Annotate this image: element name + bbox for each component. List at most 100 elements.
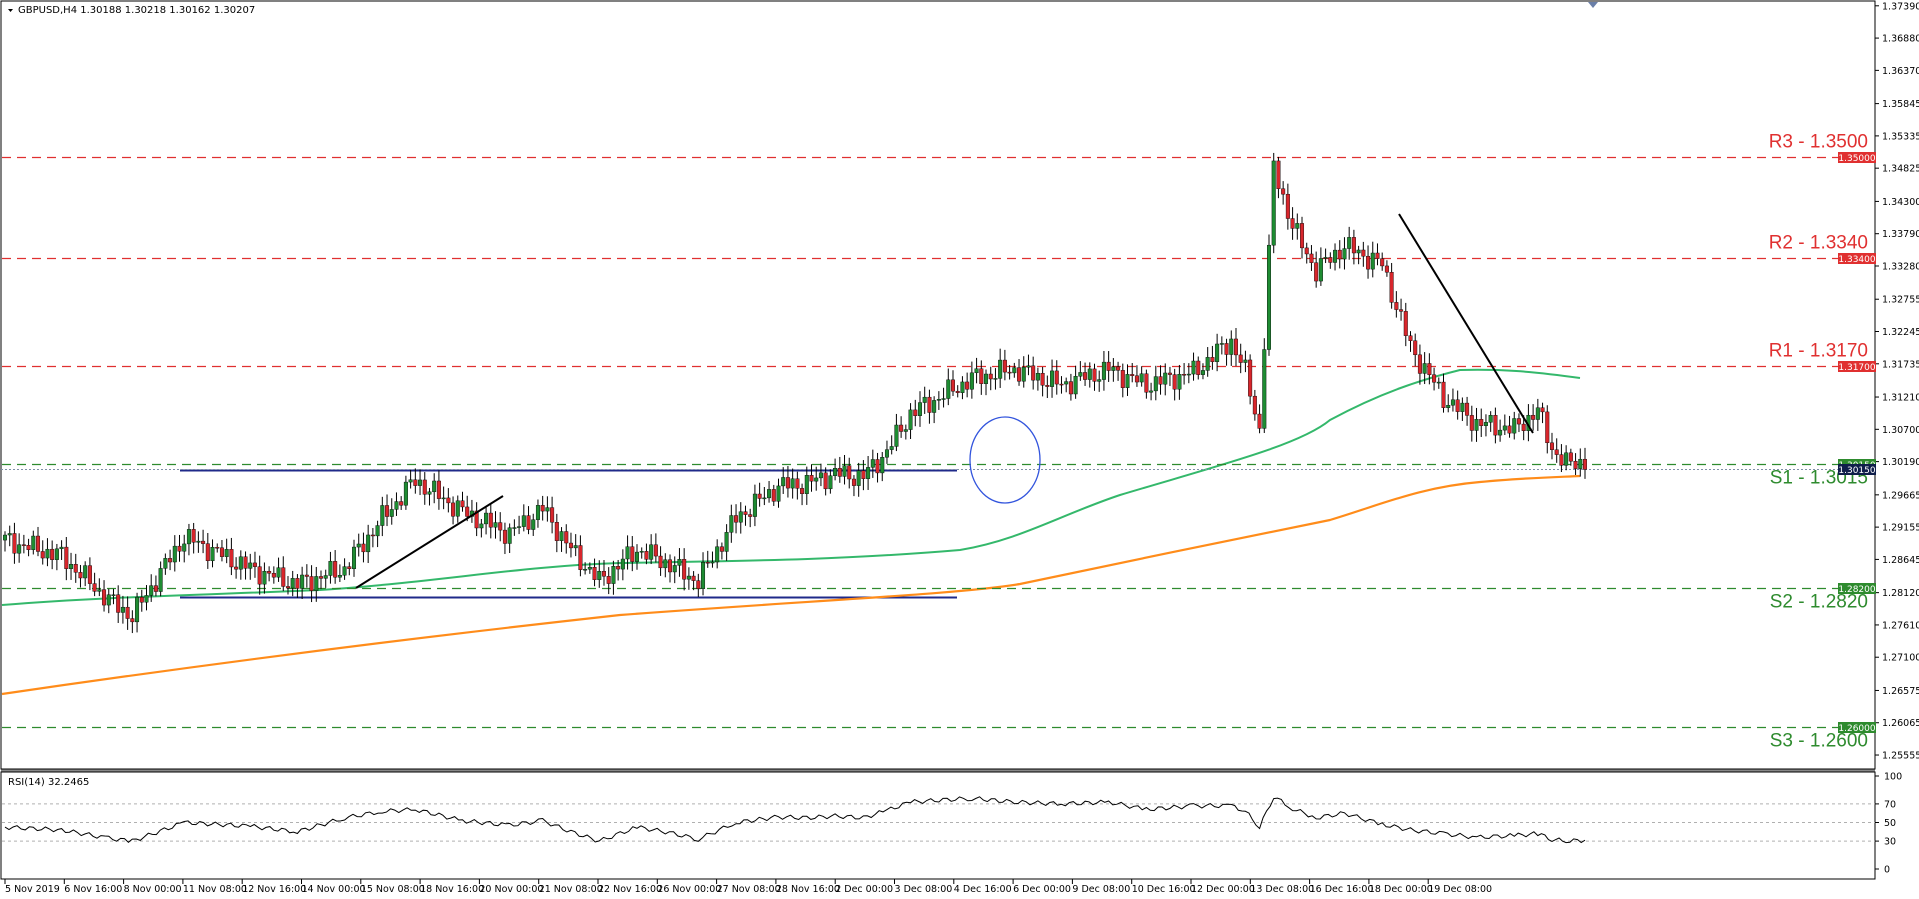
uptrend-line[interactable] xyxy=(355,495,504,589)
candle-body xyxy=(1337,249,1342,260)
candle-body xyxy=(917,402,922,416)
candle-body xyxy=(1050,370,1055,387)
candle-body xyxy=(969,372,974,390)
candle-body xyxy=(767,489,772,499)
candle-body xyxy=(1021,366,1026,382)
time-axis: 5 Nov 2019 6 Nov 16:00 8 Nov 00:00 11 Nov 0… xyxy=(4,879,1492,895)
candle-body xyxy=(1309,253,1314,263)
level-label-s2: S2 - 1.2820 xyxy=(1770,592,1868,613)
candle-body xyxy=(672,565,677,573)
rsi-tick-label: 50 xyxy=(1884,818,1896,829)
current-price-tag xyxy=(1838,464,1876,475)
candle-body xyxy=(186,529,191,545)
candle-body xyxy=(1182,374,1187,376)
candle-body xyxy=(1314,262,1319,282)
candle-body xyxy=(1469,415,1474,431)
candle-body xyxy=(1554,449,1559,455)
candle-body xyxy=(1531,414,1536,420)
candle-body xyxy=(267,570,272,574)
candle-body xyxy=(1276,160,1281,189)
candle-body xyxy=(752,493,757,517)
candle-body xyxy=(1408,335,1413,341)
candle-body xyxy=(616,566,621,570)
candle-body xyxy=(1045,385,1050,387)
time-tick-label: 2 Dec 00:00 xyxy=(835,884,893,895)
candle-body xyxy=(413,479,418,486)
level-price-tag xyxy=(1838,361,1876,372)
candle-body xyxy=(285,586,290,589)
price-tick-label: 1.34825 xyxy=(1882,164,1919,175)
candle-body xyxy=(234,566,239,570)
chart-shift-marker-icon[interactable] xyxy=(1588,2,1598,8)
price-tick-label: 1.35335 xyxy=(1882,131,1919,142)
candle-body xyxy=(1210,357,1215,362)
candle-body xyxy=(1068,381,1073,395)
candle-body xyxy=(724,532,729,552)
candle-body xyxy=(1266,244,1271,350)
price-tick-label: 1.30190 xyxy=(1882,457,1919,468)
candle-body xyxy=(403,481,408,506)
candle-body xyxy=(984,373,989,384)
level-price-tag xyxy=(1838,722,1876,733)
time-tick-label: 11 Nov 08:00 xyxy=(183,884,247,895)
rsi-line[interactable] xyxy=(4,796,1586,844)
candle-body xyxy=(1394,302,1399,310)
candle-body xyxy=(776,485,781,502)
candle-body xyxy=(163,558,168,569)
candle-body xyxy=(1224,343,1229,355)
candle-body xyxy=(451,502,456,517)
candle-body xyxy=(719,546,724,552)
breakout-circle[interactable] xyxy=(969,416,1041,504)
candle-body xyxy=(814,477,819,482)
ma-green-line[interactable] xyxy=(1,368,1581,606)
candle-body xyxy=(3,534,7,541)
candle-body xyxy=(1545,411,1550,444)
candle-body xyxy=(535,505,540,520)
price-tick-label: 1.26575 xyxy=(1882,686,1919,697)
price-tick-label: 1.25555 xyxy=(1882,751,1919,762)
candle-body xyxy=(257,566,262,585)
candle-body xyxy=(446,497,451,504)
candle-body xyxy=(50,548,55,560)
candle-body xyxy=(1474,419,1479,431)
candle-body xyxy=(87,565,92,584)
candle-body xyxy=(1177,374,1182,390)
candle-body xyxy=(1375,252,1380,259)
candle-body xyxy=(729,515,734,533)
candle-body xyxy=(1017,367,1022,382)
candle-body xyxy=(1460,402,1465,412)
candle-body xyxy=(1248,359,1253,397)
candle-body xyxy=(828,475,833,490)
candle-body xyxy=(1007,371,1012,374)
candle-body xyxy=(97,589,102,592)
candle-body xyxy=(1172,374,1177,390)
time-tick-label: 18 Dec 00:00 xyxy=(1369,884,1433,895)
level-price-tag-label: 1.31700 xyxy=(1838,363,1875,373)
time-tick-label: 16 Dec 16:00 xyxy=(1310,884,1374,895)
downtrend-line[interactable] xyxy=(1398,213,1534,434)
candle-body xyxy=(1295,223,1300,229)
candle-body xyxy=(172,545,177,563)
candle-body xyxy=(1427,363,1432,375)
candle-body xyxy=(1413,340,1418,356)
candle-body xyxy=(455,500,460,517)
level-price-tag-label: 1.35000 xyxy=(1838,154,1875,164)
candle-body xyxy=(512,527,517,529)
candle-body xyxy=(83,565,88,579)
candle-body xyxy=(342,566,347,576)
window-menu-icon[interactable] xyxy=(8,9,13,12)
candle-body xyxy=(635,551,640,562)
candle-body xyxy=(12,533,17,554)
ma-orange-line[interactable] xyxy=(1,474,1581,696)
candle-body xyxy=(64,546,69,569)
candle-body xyxy=(889,446,894,450)
candle-body xyxy=(1205,357,1210,371)
candle-body xyxy=(139,596,144,603)
candle-body xyxy=(479,523,484,529)
candle-body xyxy=(1196,360,1201,375)
candle-body xyxy=(686,575,691,580)
candle-body xyxy=(1167,372,1172,375)
candle-body xyxy=(677,558,682,566)
candle-body xyxy=(1153,376,1158,392)
